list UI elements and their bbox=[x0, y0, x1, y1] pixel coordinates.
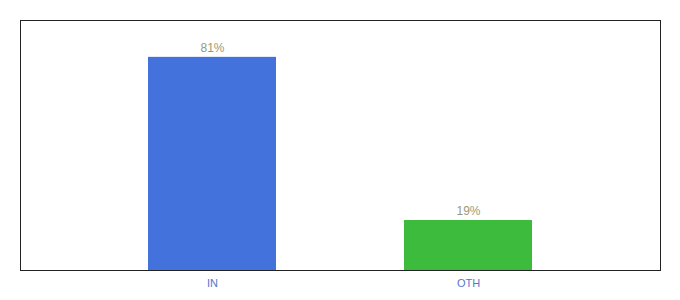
svg-text:IN: IN bbox=[207, 277, 218, 289]
svg-text:19%: 19% bbox=[456, 204, 480, 218]
svg-text:81%: 81% bbox=[200, 41, 224, 55]
svg-text:OTH: OTH bbox=[457, 277, 480, 289]
